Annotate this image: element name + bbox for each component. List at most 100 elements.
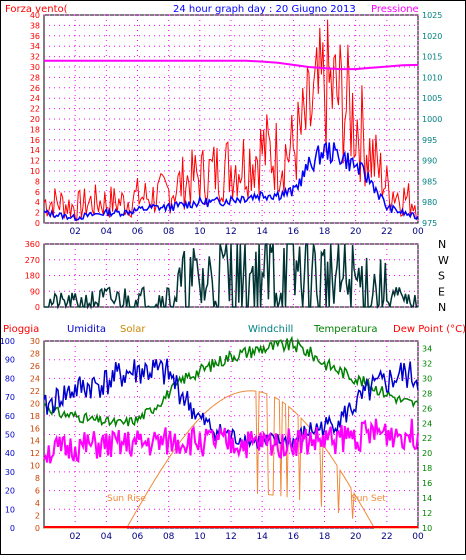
humidity-tick-label: 50 [5,431,15,440]
time-tick-label: 10 [194,227,206,237]
wind-time-axis: 02 04 06 08 10 12 14 16 18 20 22 00 [69,227,424,237]
pressure-tick-label: 1025 [422,11,442,20]
pressure-tick-label: 1000 [422,115,442,124]
humidity-tick-label: 100 [1,337,15,346]
humidity-tick-label: 10 [5,505,15,514]
time-tick-label: 02 [69,227,80,237]
temperature-tick-label: 10 [422,524,432,533]
compass-label: N [438,301,446,314]
time-tick-label: 14 [256,227,268,237]
solar-tick-label: 18 [30,412,40,421]
environment-series [43,335,419,529]
humidity-tick-label: 0 [10,524,15,533]
time-tick-label: 08 [163,227,175,237]
humidity-tick-label: 40 [5,449,15,458]
wind-tick-label: 30 [30,63,40,72]
time-tick-label: 00 [412,532,424,542]
wind-pressure-frame [43,14,419,224]
time-tick-label: 10 [194,532,206,542]
solar-tick-label: 16 [30,424,40,433]
time-tick-label: 02 [69,532,80,542]
environment-time-axis: 02 04 06 08 10 12 14 16 18 20 22 00 [69,532,424,542]
time-tick-label: 12 [225,227,236,237]
compass-label: S [438,270,445,283]
pressure-tick-label: 1005 [422,94,442,103]
time-tick-label: 06 [132,532,144,542]
wind-tick-label: 38 [30,21,40,30]
wind-direction-line [44,243,419,310]
direction-tick-label: 270 [25,256,40,265]
sun-set-label: Sun Set [351,494,386,504]
wind-tick-label: 14 [30,146,40,155]
humidity-tick-label: 20 [5,487,15,496]
time-tick-label: 08 [163,532,175,542]
wind-tick-label: 32 [30,53,40,62]
time-tick-label: 16 [288,227,300,237]
temperature-tick-label: 20 [422,449,432,458]
time-tick-label: 12 [225,532,236,542]
rain-label: Pioggia [3,324,39,335]
solar-tick-label: 30 [30,337,40,346]
dew-point-line [43,418,419,464]
compass-label: N [438,238,446,251]
humidity-tick-label: 30 [5,468,15,477]
direction-tick-label: 0 [35,303,40,312]
wind-direction-axis: 0 90 180 270 360 [25,240,40,312]
solar-tick-label: 10 [30,462,40,471]
temperature-tick-label: 18 [422,464,432,473]
wind-gust-line [43,19,419,222]
wind-tick-label: 36 [30,32,40,41]
time-tick-label: 14 [256,532,268,542]
compass-label: E [438,285,445,298]
direction-tick-label: 90 [30,287,40,296]
temperature-tick-label: 14 [422,494,432,503]
wind-average-line [43,141,419,222]
wind-tick-label: 10 [30,167,40,176]
solar-tick-label: 12 [30,449,40,458]
wind-pressure-series [43,19,419,222]
temperature-tick-label: 28 [422,389,432,398]
wind-tick-label: 6 [35,188,40,197]
solar-tick-label: 22 [30,387,40,396]
wind-tick-label: 0 [35,219,40,228]
wind-tick-label: 8 [35,177,40,186]
pressure-line [44,59,419,71]
chart-title: 24 hour graph day : 20 Giugno 2013 [173,4,356,15]
temperature-line [43,335,419,428]
pressure-tick-label: 980 [422,198,437,207]
temperature-tick-label: 22 [422,434,432,443]
pressure-axis: 975 980 985 990 995 1000 1005 1010 1015 1020 1025 [422,11,442,228]
pressure-tick-label: 990 [422,157,437,166]
pressure-label: Pressione [371,4,419,15]
direction-tick-label: 180 [25,272,40,281]
pressure-tick-label: 1015 [422,53,442,62]
wind-tick-label: 26 [30,84,40,93]
temperature-tick-label: 32 [422,359,432,368]
humidity-label: Umidita [67,324,106,335]
wind-tick-label: 24 [30,94,40,103]
wind-tick-label: 28 [30,73,40,82]
wind-tick-label: 40 [30,11,40,20]
solar-tick-label: 2 [35,512,40,521]
environment-grid [44,340,419,529]
wind-label: Forza vento( [5,4,68,15]
solar-tick-label: 6 [35,487,40,496]
windchill-label: Windchill [248,324,293,335]
solar-label: Solar [120,324,146,335]
pressure-tick-label: 985 [422,177,437,186]
compass-label: W [438,254,449,267]
pressure-tick-label: 995 [422,136,437,145]
humidity-tick-label: 70 [5,393,15,402]
wind-tick-label: 4 [35,198,40,207]
solar-tick-label: 14 [30,437,40,446]
temperature-tick-label: 26 [422,404,432,413]
time-tick-label: 22 [381,227,392,237]
pressure-tick-label: 1010 [422,73,442,82]
temperature-tick-label: 16 [422,479,432,488]
